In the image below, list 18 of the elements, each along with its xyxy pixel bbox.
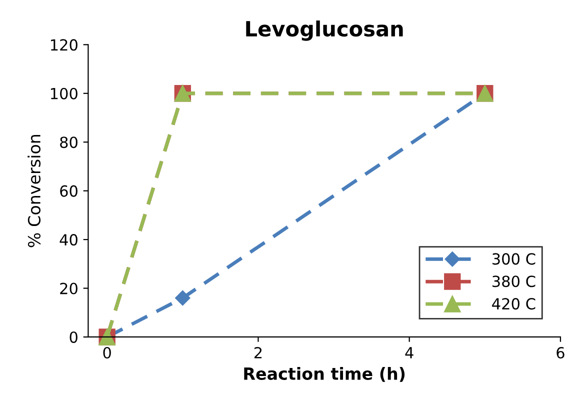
x-tick-label: 2 <box>254 346 262 358</box>
point <box>175 290 190 306</box>
y-tick-label: 80 <box>60 136 78 148</box>
legend-label: 380 C <box>492 276 536 288</box>
x-tick-label: 6 <box>556 346 564 359</box>
chart-title: Levoglucosan <box>246 20 403 41</box>
y-tick-label: 0 <box>70 331 78 343</box>
y-axis-title: % Conversion <box>28 134 41 248</box>
x-tick-label: 4 <box>405 347 414 358</box>
y-tick-label: 100 <box>50 88 78 100</box>
legend-label: 420 C <box>492 298 536 310</box>
y-tick-label: 20 <box>60 282 78 294</box>
y-tick-label: 120 <box>50 39 78 51</box>
x-tick-label: 0 <box>103 346 111 359</box>
x-axis-title: Reaction time (h) <box>244 367 405 382</box>
y-tick-label: 60 <box>60 185 78 197</box>
y-tick-label: 40 <box>60 234 78 246</box>
legend-label: 300 C <box>492 253 536 265</box>
